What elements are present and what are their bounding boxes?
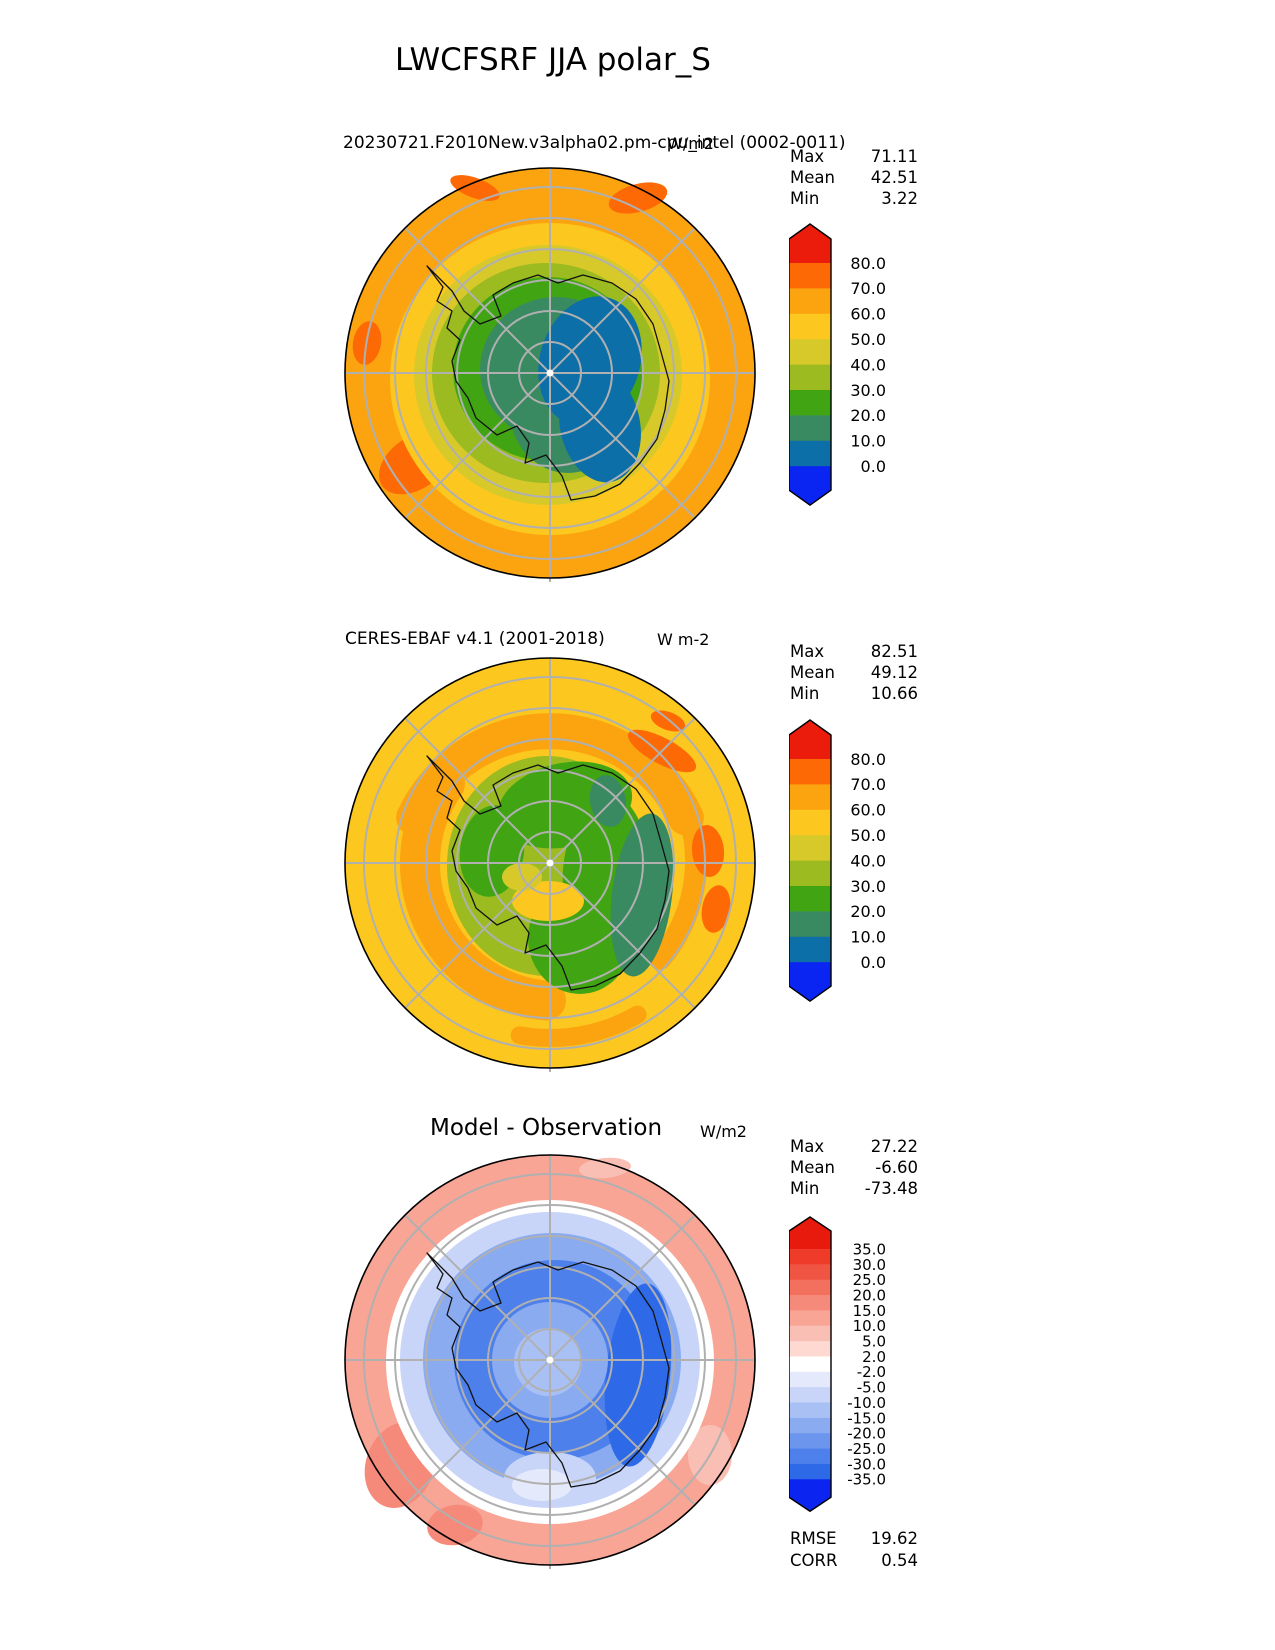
panel1-colorbar: 80.0 70.0 60.0 50.0 40.0 30.0 20.0 10.0 0.0 xyxy=(789,223,886,507)
svg-text:40.0: 40.0 xyxy=(850,355,886,374)
svg-text:10.0: 10.0 xyxy=(853,1317,886,1335)
stat-mean-label: Mean xyxy=(790,1158,835,1177)
stat-mean-value: 42.51 xyxy=(870,168,918,187)
stat-row-max: Max 71.11 xyxy=(790,146,918,167)
svg-text:50.0: 50.0 xyxy=(850,826,886,845)
panel2-polar-map xyxy=(344,657,756,1072)
svg-text:50.0: 50.0 xyxy=(850,330,886,349)
svg-text:-5.0: -5.0 xyxy=(857,1379,886,1397)
stat-max-value: 71.11 xyxy=(870,147,918,166)
svg-text:10.0: 10.0 xyxy=(850,432,886,451)
svg-text:60.0: 60.0 xyxy=(850,801,886,820)
svg-text:30.0: 30.0 xyxy=(850,877,886,896)
stat-min-label: Min xyxy=(790,189,820,208)
svg-text:35.0: 35.0 xyxy=(853,1240,886,1258)
panel1-title: 20230721.F2010New.v3alpha02.pm-cpu_intel… xyxy=(343,133,846,153)
panel1-stats: Max 71.11 Mean 42.51 Min 3.22 xyxy=(790,146,918,209)
corr-value: 0.54 xyxy=(881,1551,918,1570)
panel3-colorbar: 35.030.025.020.015.010.05.02.0-2.0-5.0-1… xyxy=(789,1216,886,1513)
svg-text:30.0: 30.0 xyxy=(850,381,886,400)
panel3-units-label: W/m2 xyxy=(700,1122,747,1141)
svg-text:30.0: 30.0 xyxy=(853,1256,886,1274)
svg-text:40.0: 40.0 xyxy=(850,851,886,870)
stat-row-mean: Mean 49.12 xyxy=(790,662,918,683)
stat-min-value: 10.66 xyxy=(870,684,918,703)
stat-max-label: Max xyxy=(790,642,825,661)
panel3-title: Model - Observation xyxy=(430,1115,663,1141)
panel2-stats: Max 82.51 Mean 49.12 Min 10.66 xyxy=(790,641,918,704)
stat-min-value: -73.48 xyxy=(864,1179,918,1198)
stat-row-mean: Mean 42.51 xyxy=(790,167,918,188)
svg-text:-15.0: -15.0 xyxy=(847,1409,886,1427)
figure-title: LWCFSRF JJA polar_S xyxy=(395,42,711,78)
svg-text:80.0: 80.0 xyxy=(850,750,886,769)
svg-text:70.0: 70.0 xyxy=(850,279,886,298)
panel3-polar-map xyxy=(344,1154,756,1569)
stat-mean-label: Mean xyxy=(790,168,835,187)
svg-text:20.0: 20.0 xyxy=(850,406,886,425)
svg-text:0.0: 0.0 xyxy=(861,953,886,972)
metric-row-corr: CORR 0.54 xyxy=(790,1550,918,1572)
svg-text:5.0: 5.0 xyxy=(862,1333,886,1351)
stat-mean-label: Mean xyxy=(790,663,835,682)
stat-row-max: Max 27.22 xyxy=(790,1136,918,1157)
stat-max-label: Max xyxy=(790,1137,825,1156)
stat-row-mean: Mean -6.60 xyxy=(790,1157,918,1178)
stat-row-max: Max 82.51 xyxy=(790,641,918,662)
svg-text:60.0: 60.0 xyxy=(850,305,886,324)
svg-text:-2.0: -2.0 xyxy=(857,1363,886,1381)
panel2-title: CERES-EBAF v4.1 (2001-2018) xyxy=(345,629,605,649)
svg-text:20.0: 20.0 xyxy=(853,1286,886,1304)
panel2-units-label: W m-2 xyxy=(657,630,710,649)
stat-max-value: 27.22 xyxy=(870,1137,918,1156)
svg-text:-10.0: -10.0 xyxy=(847,1394,886,1412)
svg-text:25.0: 25.0 xyxy=(853,1271,886,1289)
svg-text:20.0: 20.0 xyxy=(850,902,886,921)
panel3-metrics: RMSE 19.62 CORR 0.54 xyxy=(790,1528,918,1572)
stat-mean-value: -6.60 xyxy=(875,1158,918,1177)
svg-text:2.0: 2.0 xyxy=(862,1348,886,1366)
stat-min-value: 3.22 xyxy=(881,189,918,208)
stat-row-min: Min 10.66 xyxy=(790,683,918,704)
svg-text:10.0: 10.0 xyxy=(850,928,886,947)
stat-max-value: 82.51 xyxy=(870,642,918,661)
corr-label: CORR xyxy=(790,1551,838,1570)
svg-text:-20.0: -20.0 xyxy=(847,1425,886,1443)
rmse-value: 19.62 xyxy=(870,1529,918,1548)
panel3-stats: Max 27.22 Mean -6.60 Min -73.48 xyxy=(790,1136,918,1199)
panel1-polar-map xyxy=(344,167,756,582)
stat-row-min: Min 3.22 xyxy=(790,188,918,209)
svg-text:80.0: 80.0 xyxy=(850,254,886,273)
svg-text:15.0: 15.0 xyxy=(853,1302,886,1320)
svg-text:-25.0: -25.0 xyxy=(847,1440,886,1458)
svg-text:-30.0: -30.0 xyxy=(847,1455,886,1473)
stat-min-label: Min xyxy=(790,684,820,703)
svg-text:-35.0: -35.0 xyxy=(847,1471,886,1489)
rmse-label: RMSE xyxy=(790,1529,837,1548)
stat-row-min: Min -73.48 xyxy=(790,1178,918,1199)
metric-row-rmse: RMSE 19.62 xyxy=(790,1528,918,1550)
panel1-units-label: W/m2 xyxy=(667,134,714,153)
stat-max-label: Max xyxy=(790,147,825,166)
panel2-colorbar: 80.0 70.0 60.0 50.0 40.0 30.0 20.0 10.0 0.0 xyxy=(789,719,886,1003)
stat-min-label: Min xyxy=(790,1179,820,1198)
svg-text:70.0: 70.0 xyxy=(850,775,886,794)
stat-mean-value: 49.12 xyxy=(870,663,918,682)
svg-text:0.0: 0.0 xyxy=(861,457,886,476)
